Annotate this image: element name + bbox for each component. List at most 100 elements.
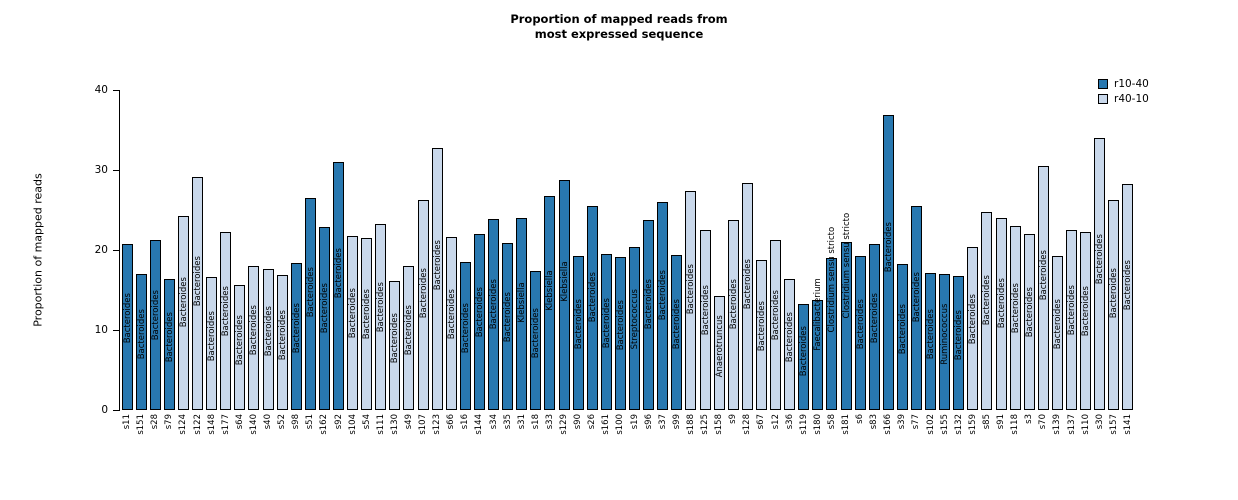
x-tick-label: s137 xyxy=(1066,414,1077,435)
legend: r10-40 r40-10 xyxy=(1098,76,1149,106)
bar-taxon-label: Bacteroides xyxy=(1108,267,1119,319)
bar-taxon-label: Klebsiella xyxy=(559,261,570,303)
bar-s132: Bacteroides xyxy=(953,276,964,410)
bar-s124: Bacteroides xyxy=(178,216,189,410)
bar-s66: Bacteroides xyxy=(446,237,457,410)
bar-s36: Bacteroides xyxy=(784,279,795,410)
bar-s33: Klebsiella xyxy=(544,196,555,410)
bar-s40: Bacteroides xyxy=(263,269,274,410)
x-tick-label: s33 xyxy=(544,414,555,430)
bar-taxon-label: Bacteroides xyxy=(967,293,978,345)
x-tick-label: s3 xyxy=(1024,414,1035,424)
y-tick xyxy=(113,410,119,411)
bar-s35: Bacteroides xyxy=(502,243,513,410)
x-tick-label: s40 xyxy=(262,414,273,430)
bar-s166: Bacteroides xyxy=(883,115,894,410)
y-tick xyxy=(113,90,119,91)
bar-taxon-label: Bacteroides xyxy=(996,277,1007,329)
bar-s155: Ruminococcus xyxy=(939,274,950,410)
bar-taxon-label: Bacteroides xyxy=(432,239,443,291)
bar-s85: Bacteroides xyxy=(981,212,992,410)
bar-taxon-label: Bacteroides xyxy=(403,304,414,356)
bar-taxon-label: Bacteroides xyxy=(911,271,922,323)
x-tick-label: s99 xyxy=(671,414,682,430)
x-tick-label: s51 xyxy=(305,414,316,430)
bar-taxon-label: Bacteroides xyxy=(643,278,654,330)
bar-s30: Bacteroides xyxy=(1094,138,1105,410)
legend-swatch-icon xyxy=(1098,93,1108,104)
bar-taxon-label: Bacteroides xyxy=(587,271,598,323)
bar-taxon-label: Bacteroides xyxy=(122,292,133,344)
x-tick-label: s128 xyxy=(742,414,753,435)
x-tick-label: s28 xyxy=(149,414,160,430)
bar-taxon-label: Bacteroides xyxy=(418,267,429,319)
x-tick-label: s37 xyxy=(657,414,668,430)
bar-s102: Bacteroides xyxy=(925,273,936,410)
bar-taxon-label: Bacteroides xyxy=(742,258,753,310)
legend-row-r40-10: r40-10 xyxy=(1098,91,1149,106)
y-tick xyxy=(113,170,119,171)
bar-s70: Bacteroides xyxy=(1038,166,1049,410)
bar-taxon-label: Bacteroides xyxy=(883,221,894,273)
x-tick-label: s19 xyxy=(629,414,640,430)
bar-s34: Bacteroides xyxy=(488,219,499,410)
x-tick-label: s132 xyxy=(953,414,964,435)
bar-s26: Bacteroides xyxy=(587,206,598,410)
chart-title-line2: most expressed sequence xyxy=(534,26,704,41)
bar-s90: Bacteroides xyxy=(573,256,584,410)
bar-taxon-label: Clostridium sensu stricto xyxy=(826,227,837,333)
bar-s99: Bacteroides xyxy=(671,255,682,410)
x-tick-label: s181 xyxy=(840,414,851,435)
bar-taxon-label: Bacteroides xyxy=(530,307,541,359)
x-tick-label: s79 xyxy=(164,414,175,430)
x-tick-label: s35 xyxy=(502,414,513,430)
bar-s39: Bacteroides xyxy=(897,264,908,410)
x-tick-label: s125 xyxy=(699,414,710,435)
bar-s110: Bacteroides xyxy=(1080,232,1091,410)
bar-taxon-label: Bacteroides xyxy=(1066,284,1077,336)
y-tick-label: 30 xyxy=(94,164,108,176)
bar-s128: Bacteroides xyxy=(742,183,753,410)
bar-taxon-label: Bacteroides xyxy=(192,255,203,307)
bar-taxon-label: Bacteroides xyxy=(375,281,386,333)
bar-taxon-label: Bacteroides xyxy=(671,298,682,350)
bar-taxon-label: Bacteroides xyxy=(305,266,316,318)
bar-taxon-label: Bacteroides xyxy=(981,274,992,326)
bar-s157: Bacteroides xyxy=(1108,200,1119,410)
bar-taxon-label: Bacteroides xyxy=(798,325,809,377)
bar-s51: Bacteroides xyxy=(305,198,316,410)
bar-s11: Bacteroides xyxy=(122,244,133,410)
bar-s188: Bacteroides xyxy=(685,191,696,410)
x-tick-label: s12 xyxy=(770,414,781,430)
bar-taxon-label: Klebsiella xyxy=(516,282,527,324)
bar-s52: Bacteroides xyxy=(277,275,288,410)
bar-s181: Clostridium sensu stricto xyxy=(841,213,852,410)
bar-taxon-label: Faecalibacterium xyxy=(812,278,823,352)
x-tick-label: s159 xyxy=(967,414,978,435)
x-tick-label: s130 xyxy=(389,414,400,435)
bar-s140: Bacteroides xyxy=(248,266,259,410)
x-tick-label: s83 xyxy=(868,414,879,430)
bar-taxon-label: Bacteroides xyxy=(474,286,485,338)
bar-s159: Bacteroides xyxy=(967,247,978,410)
bar-s54: Bacteroides xyxy=(361,238,372,410)
bar-taxon-label: Bacteroides xyxy=(361,288,372,340)
bar-taxon-label: Bacteroides xyxy=(756,300,767,352)
bar-s118: Bacteroides xyxy=(1010,226,1021,410)
x-tick-label: s49 xyxy=(403,414,414,430)
bar-taxon-label: Ruminococcus xyxy=(939,303,950,365)
x-tick-label: s155 xyxy=(939,414,950,435)
bar-taxon-label: Bacteroides xyxy=(770,289,781,341)
bar-s28: Bacteroides xyxy=(150,240,161,410)
x-tick-label: s31 xyxy=(516,414,527,430)
x-tick-label: s9 xyxy=(727,414,738,424)
x-tick-label: s18 xyxy=(530,414,541,430)
x-tick-label: s11 xyxy=(121,414,132,430)
x-tick-label: s70 xyxy=(1038,414,1049,430)
x-tick-label: s119 xyxy=(798,414,809,435)
x-tick-label: s177 xyxy=(220,414,231,435)
x-tick-label: s6 xyxy=(854,414,865,424)
bar-s104: Bacteroides xyxy=(347,236,358,410)
bar-taxon-label: Bacteroides xyxy=(248,304,259,356)
